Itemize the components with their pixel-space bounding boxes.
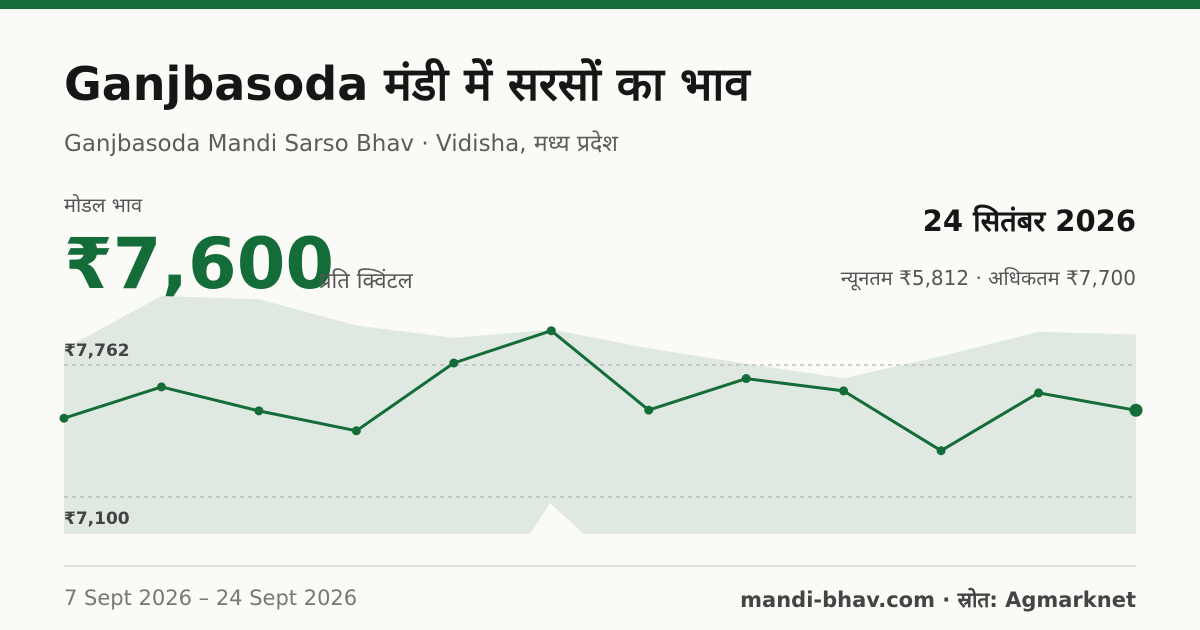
- data-point: [546, 326, 556, 336]
- data-point-layer: [59, 326, 1143, 456]
- min-max-band-layer: [64, 296, 1136, 534]
- gridline-layer: [64, 364, 1136, 498]
- report-date: 24 सितंबर 2026: [922, 204, 1136, 238]
- modal-price-line: [63, 329, 1137, 453]
- price-label: मोडल भाव: [64, 193, 143, 217]
- data-point: [351, 426, 361, 436]
- data-point: [644, 405, 654, 415]
- data-point: [1034, 388, 1044, 398]
- page-title: Ganjbasoda मंडी में सरसों का भाव: [64, 57, 750, 111]
- top-accent-bar: [0, 0, 1200, 9]
- band-notch: [530, 503, 584, 534]
- footer-divider: [64, 565, 1136, 567]
- y-axis-label: ₹7,762: [64, 341, 130, 361]
- modal-line-layer: [63, 329, 1137, 453]
- data-point: [449, 358, 459, 368]
- source-credit: mandi-bhav.com · स्रोत: Agmarknet: [740, 588, 1136, 612]
- data-point: [839, 386, 849, 396]
- page-subtitle: Ganjbasoda Mandi Sarso Bhav · Vidisha, म…: [64, 131, 618, 157]
- y-axis-label: ₹7,100: [64, 509, 130, 529]
- latest-data-point: [1129, 403, 1143, 417]
- data-point: [59, 413, 69, 423]
- data-point: [936, 446, 946, 456]
- data-point: [741, 374, 751, 384]
- price-unit: प्रति क्विंटल: [319, 269, 413, 294]
- price-value: ₹7,600: [64, 223, 335, 305]
- min-max-band: [64, 296, 1136, 534]
- min-max-range: न्यूनतम ₹5,812 · अधिकतम ₹7,700: [840, 266, 1136, 290]
- date-range: 7 Sept 2026 – 24 Sept 2026: [64, 586, 358, 610]
- data-point: [156, 382, 166, 392]
- range-label-layer: ₹7,762 ₹7,100: [64, 341, 130, 529]
- data-point: [254, 406, 264, 416]
